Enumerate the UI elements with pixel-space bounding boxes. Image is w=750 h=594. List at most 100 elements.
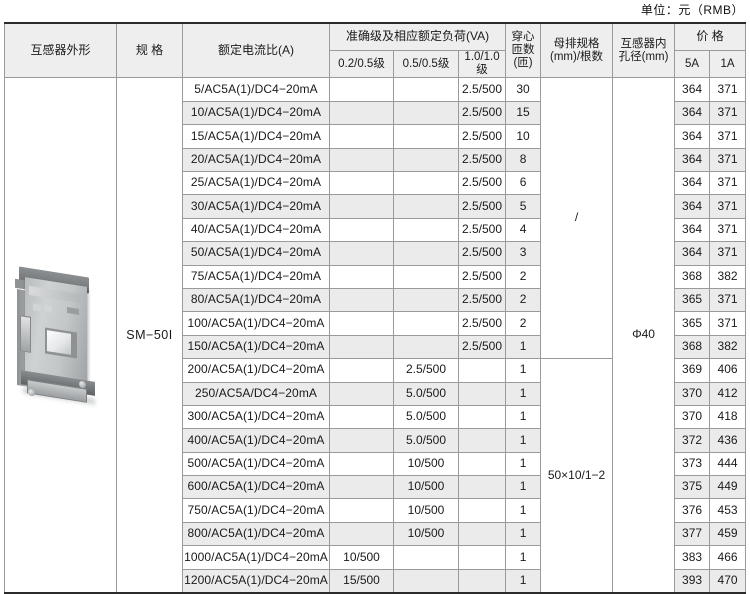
cell-current-ratio: 80/AC5A(1)/DC4−20mA — [182, 287, 330, 313]
cell-price-5a: 364 — [674, 147, 711, 173]
cell-turns: 1 — [505, 498, 542, 523]
cell-price-5a: 365 — [674, 287, 711, 313]
cell-current-ratio: 200/AC5A(1)/DC4−20mA — [182, 358, 330, 383]
header-shape: 互感器外形 — [4, 22, 117, 79]
table-row: 20/AC5A(1)/DC4−20mA 2.5/500 8 364 371 — [5, 147, 747, 173]
cell-accuracy-10 — [457, 404, 507, 430]
table-row: 400/AC5A(1)/DC4−20mA 5.0/500 1 372 436 — [5, 428, 747, 453]
cell-accuracy-05 — [393, 545, 459, 570]
cell-turns: 8 — [505, 147, 542, 173]
table-row: SM−50I 5/AC5A(1)/DC4−20mA 2.5/500 30/Φ40 364… — [4, 77, 747, 594]
header-turns: 穿心 匝数 (匝) — [505, 22, 542, 79]
cell-accuracy-05: 10/500 — [393, 451, 459, 477]
cell-accuracy-05 — [393, 170, 459, 196]
cell-current-ratio: 75/AC5A(1)/DC4−20mA — [182, 264, 330, 289]
cell-turns: 10 — [505, 124, 542, 149]
header-price-1a: 1A — [709, 49, 747, 79]
cell-accuracy-10: 2.5/500 — [457, 77, 507, 102]
cell-accuracy-02 — [329, 521, 394, 547]
product-photo-cell — [4, 77, 117, 594]
cell-turns: 4 — [505, 217, 542, 243]
cell-accuracy-02 — [329, 475, 394, 500]
cell-price-1a: 371 — [709, 287, 747, 313]
table-row: 150/AC5A(1)/DC4−20mA 2.5/500 1 368 382 — [5, 334, 747, 360]
cell-accuracy-10: 2.5/500 — [457, 124, 507, 149]
cell-current-ratio: 40/AC5A(1)/DC4−20mA — [182, 217, 330, 243]
cell-accuracy-05 — [393, 241, 459, 266]
header-busbar-line1: 母排规格 — [553, 37, 600, 50]
table-row: 800/AC5A(1)/DC4−20mA 10/500 1 377 459 — [5, 521, 747, 547]
cell-current-ratio: 5/AC5A(1)/DC4−20mA — [182, 77, 330, 102]
cell-accuracy-02 — [329, 334, 394, 360]
cell-turns: 2 — [505, 287, 542, 313]
spec-table-container: 互感器外形 规 格 额定电流比(A) 准确级及相应额定负荷(VA) 穿心 匝数 … — [4, 22, 747, 594]
cell-current-ratio: 1000/AC5A(1)/DC4−20mA — [182, 545, 330, 570]
cell-price-5a: 368 — [674, 264, 711, 289]
cell-turns: 3 — [505, 241, 542, 266]
cell-accuracy-10: 2.5/500 — [457, 170, 507, 196]
cell-accuracy-10: 2.5/500 — [457, 217, 507, 243]
cell-price-1a: 412 — [709, 381, 747, 406]
cell-price-1a: 382 — [709, 264, 747, 289]
cell-price-5a: 372 — [674, 428, 711, 453]
cell-price-1a: 406 — [709, 358, 747, 383]
cell-accuracy-02 — [329, 170, 394, 196]
cell-accuracy-05: 5.0/500 — [393, 404, 459, 430]
cell-price-5a: 364 — [674, 241, 711, 266]
cell-accuracy-10: 2.5/500 — [457, 264, 507, 289]
table-row: 30/AC5A(1)/DC4−20mA 2.5/500 5 364 371 — [5, 194, 747, 219]
cell-current-ratio: 20/AC5A(1)/DC4−20mA — [182, 147, 330, 173]
header-row-secondary: 0.2/0.5级 0.5/0.5级 1.0/1.0级 5A 1A — [5, 49, 747, 79]
cell-price-5a: 383 — [674, 545, 711, 570]
cell-price-5a: 365 — [674, 311, 711, 336]
header-hole-line2: 孔径(mm) — [618, 50, 669, 63]
cell-price-1a: 371 — [709, 124, 747, 149]
spec-model-cell: SM−50I — [116, 77, 183, 594]
cell-price-1a: 459 — [709, 521, 747, 547]
cell-accuracy-02 — [329, 100, 394, 126]
cell-price-5a: 364 — [674, 100, 711, 126]
table-row: 75/AC5A(1)/DC4−20mA 2.5/500 2 368 382 — [5, 264, 747, 289]
cell-price-5a: 377 — [674, 521, 711, 547]
cell-accuracy-02: 10/500 — [329, 545, 394, 570]
cell-accuracy-05 — [393, 124, 459, 149]
cell-accuracy-05 — [393, 568, 459, 594]
cell-current-ratio: 15/AC5A(1)/DC4−20mA — [182, 124, 330, 149]
cell-accuracy-05 — [393, 334, 459, 360]
cell-accuracy-05: 5.0/500 — [393, 428, 459, 453]
cell-accuracy-02 — [329, 264, 394, 289]
cell-accuracy-02 — [329, 124, 394, 149]
cell-price-1a: 382 — [709, 334, 747, 360]
header-spec: 规 格 — [116, 22, 183, 79]
header-price-5a: 5A — [674, 49, 711, 79]
cell-price-5a: 364 — [674, 217, 711, 243]
cell-current-ratio: 250/AC5A/DC4−20mA — [182, 381, 330, 406]
cell-accuracy-05 — [393, 311, 459, 336]
cell-price-5a: 373 — [674, 451, 711, 477]
cell-accuracy-05: 2.5/500 — [393, 358, 459, 383]
cell-current-ratio: 10/AC5A(1)/DC4−20mA — [182, 100, 330, 126]
cell-accuracy-10: 2.5/500 — [457, 241, 507, 266]
cell-accuracy-02 — [329, 147, 394, 173]
cell-turns: 1 — [505, 381, 542, 406]
cell-current-ratio: 400/AC5A(1)/DC4−20mA — [182, 428, 330, 453]
cell-accuracy-02 — [329, 358, 394, 383]
cell-price-1a: 371 — [709, 100, 747, 126]
cell-current-ratio: 600/AC5A(1)/DC4−20mA — [182, 475, 330, 500]
cell-accuracy-05: 10/500 — [393, 498, 459, 523]
table-row: 100/AC5A(1)/DC4−20mA 2.5/500 2 365 371 — [5, 311, 747, 336]
table-row: 80/AC5A(1)/DC4−20mA 2.5/500 2 365 371 — [5, 287, 747, 313]
cell-accuracy-10 — [457, 451, 507, 477]
cell-current-ratio: 30/AC5A(1)/DC4−20mA — [182, 194, 330, 219]
cell-price-1a: 371 — [709, 241, 747, 266]
cell-accuracy-05 — [393, 217, 459, 243]
header-accuracy-10: 1.0/1.0级 — [457, 49, 507, 79]
header-hole-diameter: 互感器内 孔径(mm) — [612, 22, 676, 79]
current-transformer-photo — [8, 260, 113, 411]
cell-accuracy-10 — [457, 381, 507, 406]
cell-accuracy-10: 2.5/500 — [457, 311, 507, 336]
cell-accuracy-10: 2.5/500 — [457, 287, 507, 313]
cell-turns: 1 — [505, 428, 542, 453]
cell-turns: 2 — [505, 311, 542, 336]
cell-current-ratio: 1200/AC5A(1)/DC4−20mA — [182, 568, 330, 594]
